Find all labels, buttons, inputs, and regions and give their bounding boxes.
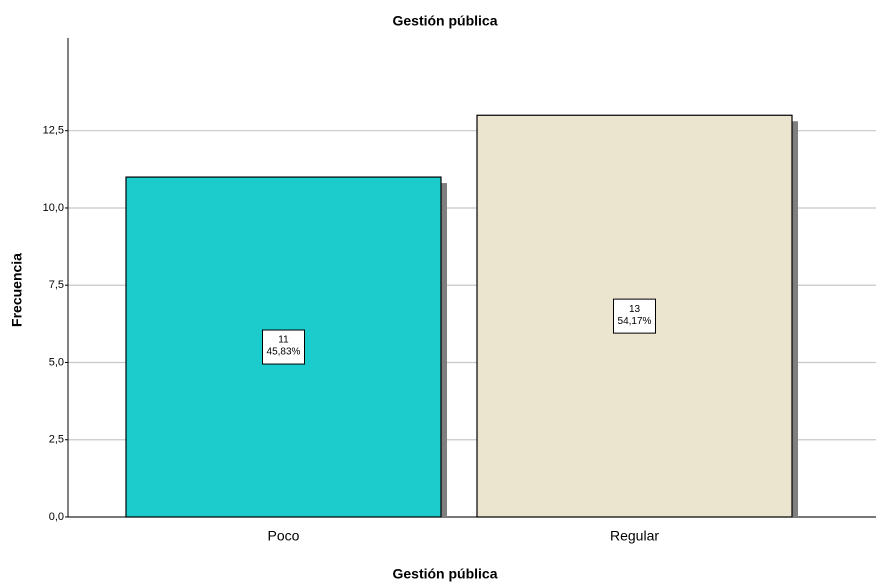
y-tick-label: 10,0	[43, 202, 64, 214]
x-axis-label: Gestión pública	[392, 566, 497, 582]
x-tick-label: Poco	[268, 528, 300, 544]
chart-title: Gestión pública	[392, 13, 497, 29]
x-tick-label: Regular	[610, 528, 659, 544]
percent-label: 54,17%	[618, 316, 652, 327]
y-tick-label: 0,0	[49, 511, 64, 523]
y-tick-label: 2,5	[49, 434, 64, 446]
y-tick-label: 7,5	[49, 279, 64, 291]
percent-label: 45,83%	[267, 347, 301, 358]
data-label-box	[262, 329, 305, 365]
data-label-box	[613, 298, 656, 334]
data-label: 13	[629, 304, 641, 315]
y-tick-label: 12,5	[43, 125, 64, 137]
y-axis-label: Frecuencia	[9, 253, 25, 327]
y-tick-label: 5,0	[49, 356, 64, 368]
data-label: 11	[278, 335, 289, 346]
